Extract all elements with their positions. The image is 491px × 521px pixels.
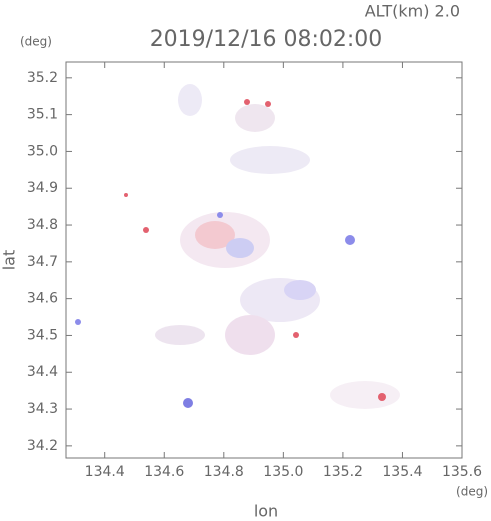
x-tick-label: 134.8 <box>204 464 244 480</box>
y-label: lat <box>0 250 19 271</box>
x-tick-label: 135.2 <box>323 464 363 480</box>
x-label: lon <box>254 502 278 521</box>
echo-field <box>75 84 400 409</box>
y-tick-label: 35.0 <box>27 143 58 159</box>
y-tick-label: 34.2 <box>27 438 58 454</box>
y-tick-label: 34.7 <box>27 254 58 270</box>
subtitle: ALT(km) 2.0 <box>365 2 460 21</box>
y-tick-label: 34.5 <box>27 327 58 343</box>
y-tick-label: 34.8 <box>27 217 58 233</box>
y-unit: (deg) <box>20 35 52 49</box>
x-tick-label: 135.6 <box>442 464 482 480</box>
y-tick-label: 35.1 <box>27 107 58 123</box>
y-tick-label: 34.6 <box>27 291 58 307</box>
x-tick-label: 134.6 <box>144 464 184 480</box>
x-tick-label: 135.0 <box>263 464 303 480</box>
y-tick-label: 34.4 <box>27 364 58 380</box>
y-tick-label: 34.3 <box>27 401 58 417</box>
chart-title: 2019/12/16 08:02:00 <box>150 27 383 52</box>
plot-frame <box>65 61 463 459</box>
x-tick-label: 134.4 <box>85 464 125 480</box>
y-tick-label: 34.9 <box>27 180 58 196</box>
y-tick-label: 35.2 <box>27 70 58 86</box>
x-unit: (deg) <box>456 485 488 499</box>
x-tick-label: 135.4 <box>382 464 422 480</box>
